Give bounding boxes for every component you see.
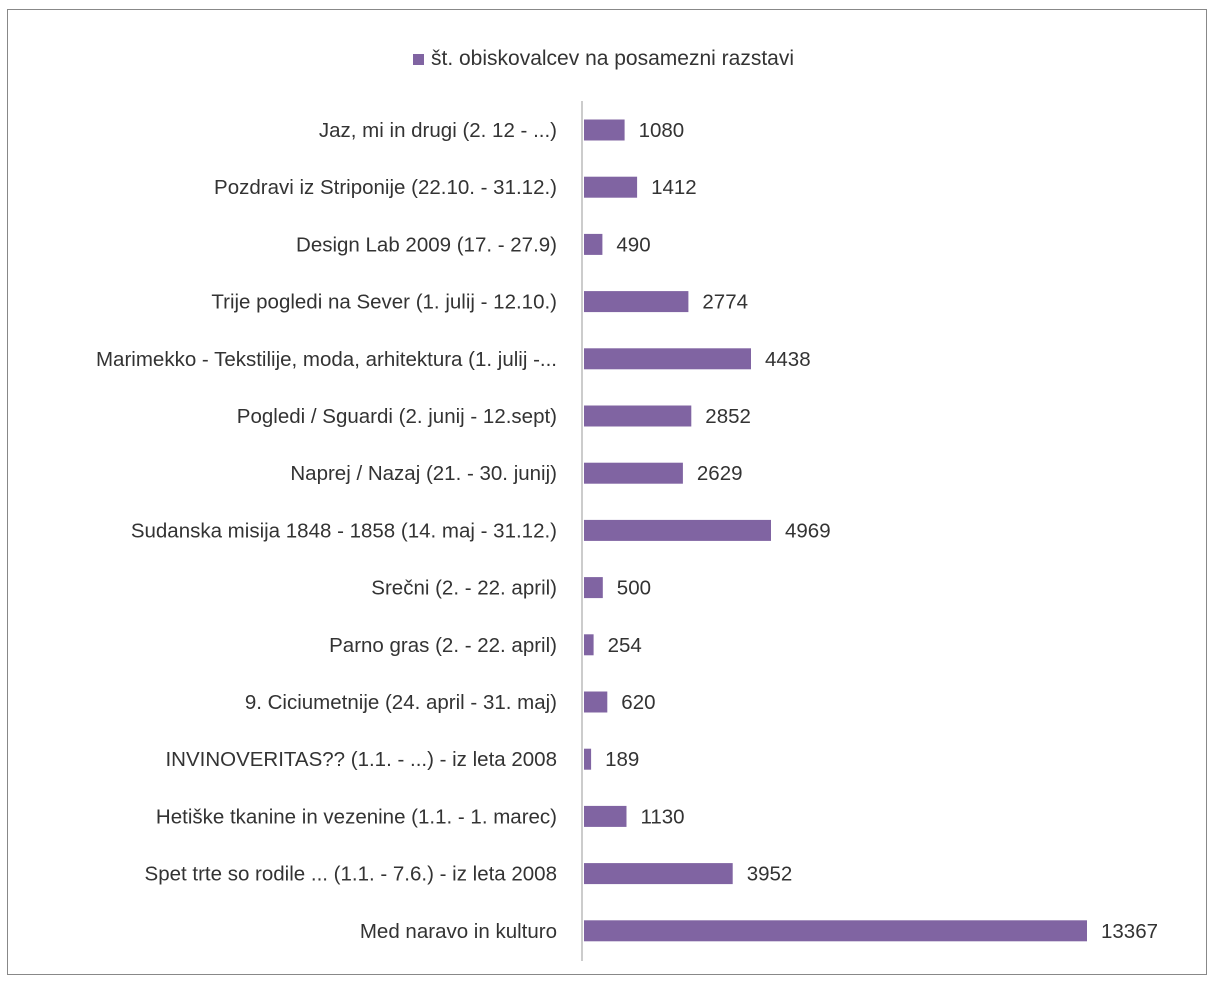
category-label: INVINOVERITAS?? (1.1. - ...) - iz leta 2… — [165, 748, 557, 771]
bar — [584, 405, 692, 427]
data-label: 2774 — [702, 291, 748, 314]
data-label: 620 — [621, 691, 655, 714]
category-label: Design Lab 2009 (17. - 27.9) — [296, 233, 557, 256]
bar — [584, 462, 683, 484]
bar — [584, 291, 689, 313]
category-label: Naprej / Nazaj (21. - 30. junij) — [290, 462, 557, 485]
data-label: 13367 — [1101, 920, 1158, 943]
data-label: 2852 — [705, 405, 751, 428]
category-label: Srečni (2. - 22. april) — [371, 577, 557, 600]
legend: št. obiskovalcev na posamezni razstavi — [413, 44, 794, 74]
category-label: 9. Ciciumetnije (24. april - 31. maj) — [245, 691, 557, 714]
data-label: 254 — [608, 634, 642, 657]
category-label: Trije pogledi na Sever (1. julij - 12.10… — [211, 291, 557, 314]
category-label: Jaz, mi in drugi (2. 12 - ...) — [319, 119, 557, 142]
category-label: Hetiške tkanine in vezenine (1.1. - 1. m… — [156, 805, 557, 828]
data-label: 189 — [605, 748, 639, 771]
bar — [584, 233, 603, 255]
bar — [584, 577, 603, 599]
data-label: 4438 — [765, 348, 811, 371]
bar — [584, 920, 1087, 942]
bar — [584, 119, 625, 141]
category-label: Parno gras (2. - 22. april) — [329, 634, 557, 657]
data-label: 1080 — [639, 119, 685, 142]
bars-group — [584, 119, 1087, 942]
category-labels: Jaz, mi in drugi (2. 12 - ...) Pozdravi i… — [96, 119, 557, 943]
bar — [584, 348, 751, 370]
bar — [584, 805, 627, 827]
bar — [584, 691, 608, 713]
bar — [584, 748, 592, 770]
legend-label: št. obiskovalcev na posamezni razstavi — [431, 47, 794, 70]
data-label: 2629 — [697, 462, 743, 485]
bar — [584, 863, 733, 885]
value-labels: 1080 1412 490 2774 4438 2852 2629 4969 500 254 620… — [605, 119, 1158, 943]
data-label: 1412 — [651, 176, 697, 199]
category-label: Pozdravi iz Striponije (22.10. - 31.12.) — [214, 176, 557, 199]
category-label: Med naravo in kulturo — [360, 920, 557, 943]
data-label: 3952 — [747, 863, 793, 886]
bar — [584, 634, 594, 656]
legend-swatch — [413, 53, 424, 65]
category-label: Marimekko - Tekstilije, moda, arhitektur… — [96, 348, 557, 371]
bar — [584, 519, 771, 541]
data-label: 4969 — [785, 519, 831, 542]
data-label: 500 — [617, 577, 651, 600]
category-label: Sudanska misija 1848 - 1858 (14. maj - 3… — [131, 519, 557, 542]
category-label: Pogledi / Sguardi (2. junij - 12.sept) — [237, 405, 557, 428]
bar — [584, 176, 638, 198]
data-label: 1130 — [641, 805, 685, 828]
category-label: Spet trte so rodile ... (1.1. - 7.6.) - … — [145, 863, 557, 886]
data-label: 490 — [616, 233, 650, 256]
